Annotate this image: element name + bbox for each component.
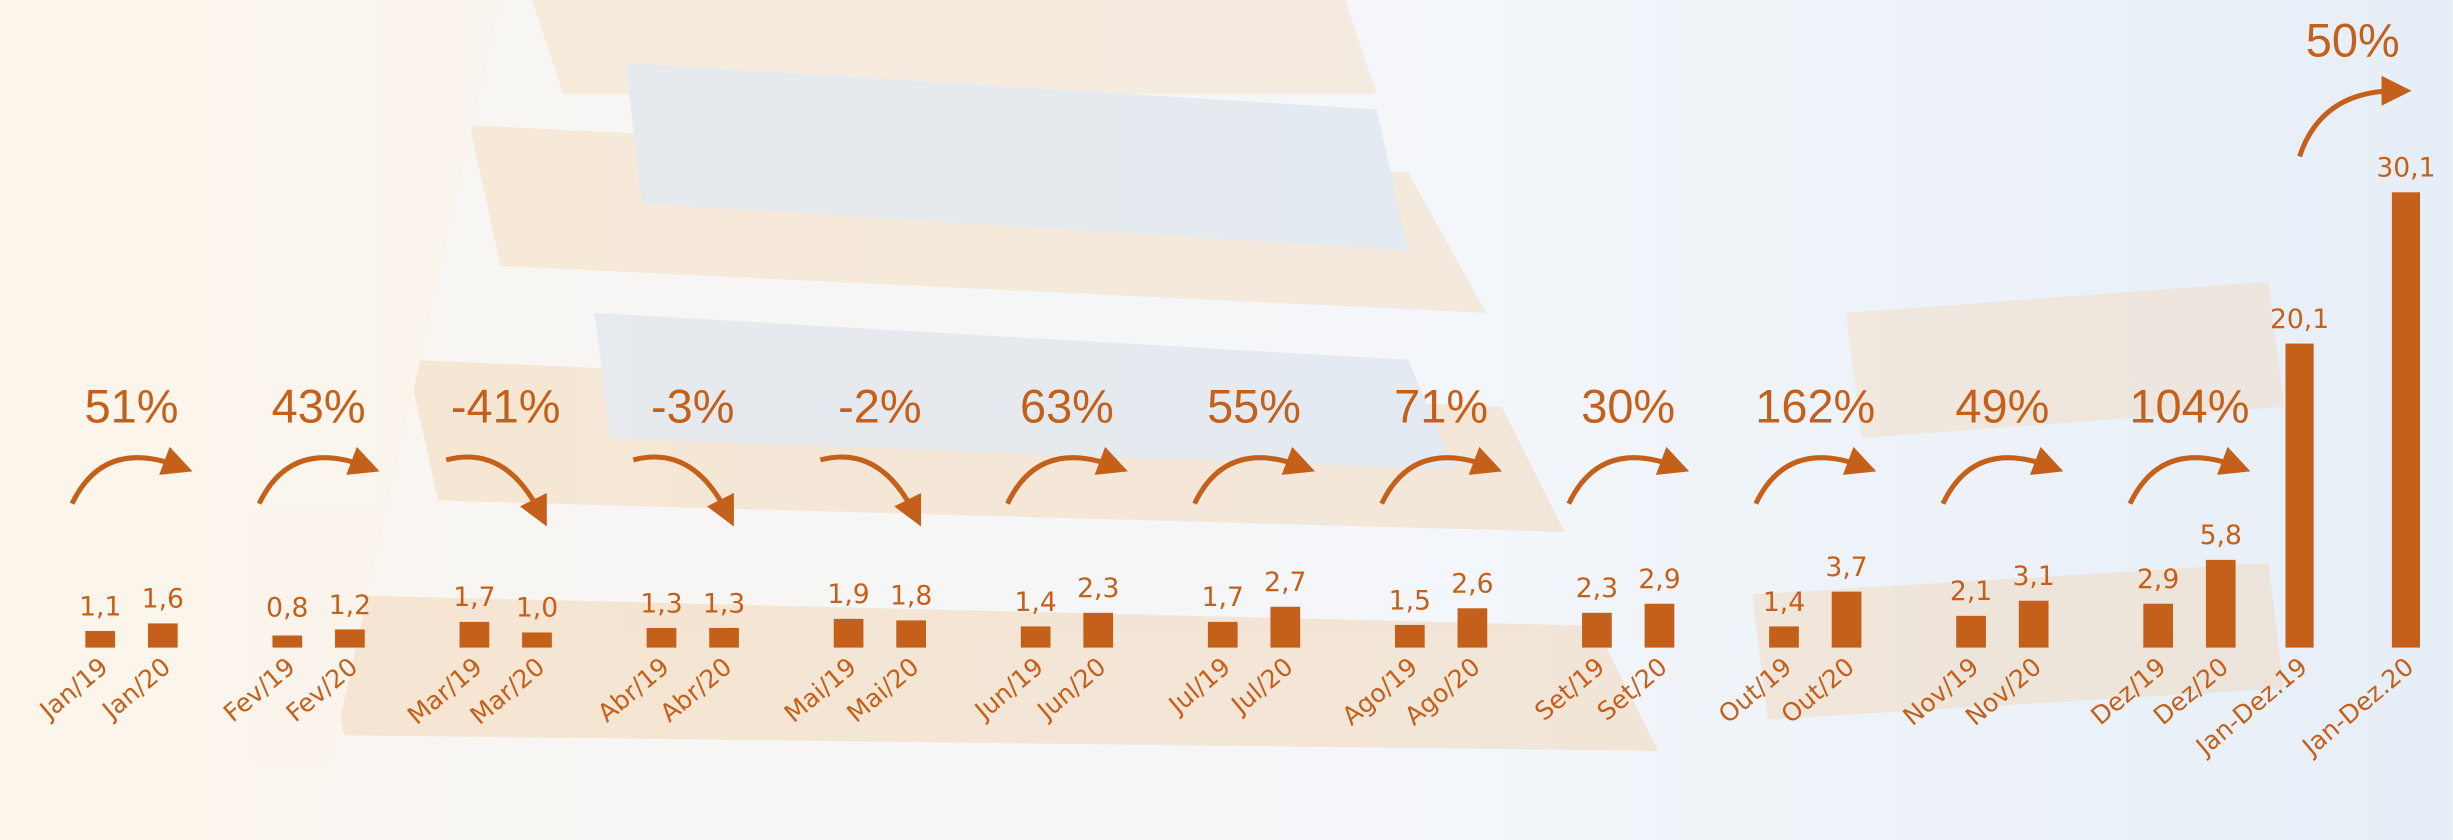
bar: [459, 621, 490, 648]
value-label: 0,8: [266, 592, 308, 623]
bar: [147, 623, 178, 648]
change-label: 50%: [2306, 14, 2400, 66]
change-label: 49%: [1955, 380, 2049, 432]
value-label: 2,1: [1950, 576, 1992, 607]
bar: [1083, 612, 1114, 648]
change-arrow: [1566, 446, 1690, 505]
value-label: 2,9: [1638, 564, 1680, 595]
bar: [335, 629, 365, 648]
bar: [2285, 343, 2314, 648]
bar: [833, 618, 864, 648]
value-label: 1,0: [516, 592, 558, 623]
change-arrow: [1005, 446, 1128, 505]
bar: [709, 627, 739, 648]
bar: [2205, 559, 2236, 648]
value-label: 1,5: [1389, 585, 1431, 616]
change-label: 104%: [2129, 380, 2249, 432]
value-label: 1,7: [453, 582, 495, 613]
bar: [1020, 626, 1051, 648]
bar: [1831, 591, 1862, 648]
bar: [1769, 626, 1799, 648]
change-label: 43%: [272, 380, 366, 432]
bar: [272, 635, 303, 648]
value-label: 1,3: [703, 588, 745, 619]
value-label: 30,1: [2376, 153, 2435, 184]
change-label: 162%: [1755, 380, 1875, 432]
change-label: 30%: [1581, 380, 1675, 432]
bar: [2391, 192, 2421, 648]
value-label: 2,6: [1451, 569, 1493, 600]
bar: [896, 620, 927, 648]
value-label: 2,3: [1576, 573, 1618, 604]
value-label: 1,6: [142, 584, 184, 615]
change-arrow: [1940, 446, 2064, 505]
value-label: 1,8: [890, 581, 932, 612]
value-label: 20,1: [2270, 304, 2329, 335]
change-arrow: [445, 454, 547, 527]
change-arrow: [1753, 446, 1877, 505]
bar: [1582, 612, 1612, 648]
value-label: 2,7: [1264, 567, 1306, 598]
value-label: 3,1: [2013, 561, 2055, 592]
value-label: 1,2: [329, 590, 371, 621]
value-label: 3,7: [1825, 552, 1867, 583]
change-label: -2%: [838, 380, 921, 432]
change-arrow: [2297, 75, 2412, 158]
bar: [646, 627, 677, 648]
change-label: -3%: [651, 380, 734, 432]
change-label: 51%: [85, 380, 179, 432]
change-label: 63%: [1020, 380, 1114, 432]
change-label: 71%: [1394, 380, 1488, 432]
change-arrow: [1192, 446, 1316, 505]
bar: [1644, 603, 1675, 648]
value-label: 1,9: [827, 579, 869, 610]
bar: [1270, 606, 1301, 648]
building-photo: [312, 0, 2284, 751]
change-arrow: [819, 454, 921, 527]
change-label: 55%: [1207, 380, 1301, 432]
bar: [1956, 615, 1986, 648]
value-label: 1,1: [79, 591, 121, 622]
value-label: 2,3: [1077, 573, 1119, 604]
bar: [1394, 624, 1425, 648]
change-arrow: [256, 446, 380, 505]
bar: [85, 630, 116, 648]
value-label: 1,4: [1015, 587, 1057, 618]
change-label: -41%: [451, 380, 561, 432]
value-label: 1,7: [1202, 582, 1244, 613]
change-arrow: [2127, 446, 2251, 505]
value-label: 5,8: [2200, 520, 2242, 551]
bar: [522, 632, 552, 648]
bar: [1457, 608, 1488, 648]
change-arrow: [1379, 446, 1503, 505]
value-label: 1,4: [1763, 587, 1805, 618]
bar: [2018, 600, 2049, 648]
value-label: 1,3: [640, 588, 682, 619]
bar: [1207, 621, 1238, 648]
change-arrow: [632, 454, 734, 527]
bar: [2143, 603, 2174, 648]
change-arrow: [69, 446, 193, 505]
value-label: 2,9: [2137, 564, 2179, 595]
